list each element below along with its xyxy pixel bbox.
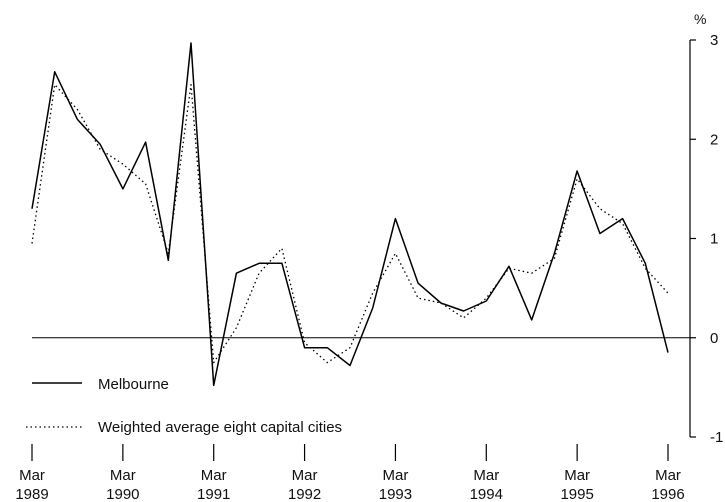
x-tick-label-year: 1993 — [379, 486, 412, 502]
x-tick-label-month: Mar — [473, 467, 499, 484]
chart-legend: Melbourne Weighted average eight capital… — [26, 376, 342, 436]
y-tick-label: -1 — [710, 429, 723, 446]
x-tick-label-month: Mar — [564, 467, 590, 484]
y-axis-unit-label: % — [694, 11, 706, 27]
y-tick-label: 1 — [710, 231, 718, 248]
y-tick-label: 0 — [710, 330, 718, 347]
series-line-melbourne — [31, 42, 669, 387]
x-tick-label-year: 1992 — [288, 486, 321, 502]
series-line-weighted-average — [31, 84, 669, 364]
x-tick-label-year: 1995 — [560, 486, 593, 502]
x-tick-label-year: 1991 — [197, 486, 230, 502]
legend-label-weighted-average: Weighted average eight capital cities — [98, 419, 342, 436]
x-tick-label-year: 1996 — [651, 486, 684, 502]
x-tick-label-month: Mar — [201, 467, 227, 484]
y-tick-label: 2 — [710, 131, 718, 148]
y-tick-label: 3 — [710, 32, 718, 49]
x-tick-label-month: Mar — [292, 467, 318, 484]
chart-series — [31, 42, 669, 387]
x-tick-label-year: 1990 — [106, 486, 139, 502]
x-tick-label-month: Mar — [110, 467, 136, 484]
x-tick-label-year: 1994 — [470, 486, 503, 502]
x-tick-label-month: Mar — [655, 467, 681, 484]
x-tick-label-month: Mar — [19, 467, 45, 484]
chart-axes: 3 2 1 0 -1 Mar 1989 Mar 1990 Mar 1991 Mar 1992 Mar 199… — [15, 32, 723, 502]
x-tick-label-year: 1989 — [15, 486, 48, 502]
legend-label-melbourne: Melbourne — [98, 376, 169, 393]
x-tick-label-month: Mar — [383, 467, 409, 484]
